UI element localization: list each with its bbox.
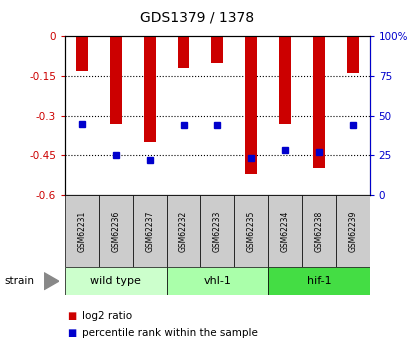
Text: GSM62238: GSM62238 (314, 210, 323, 252)
Bar (234, 195, 268, 267)
Text: wild type: wild type (90, 276, 141, 286)
Bar (133, 195, 167, 267)
Polygon shape (44, 273, 59, 290)
Bar (178, 36, 189, 68)
Bar (167, 195, 200, 267)
Text: GSM62234: GSM62234 (281, 210, 289, 252)
Bar (313, 36, 325, 168)
Text: GSM62239: GSM62239 (348, 210, 357, 252)
Bar (347, 36, 359, 73)
Bar (302, 195, 336, 267)
Bar (99, 195, 133, 267)
Text: log2 ratio: log2 ratio (82, 311, 132, 321)
Bar (336, 195, 370, 267)
Bar (167, 267, 268, 295)
Bar (65, 195, 99, 267)
Bar (211, 36, 223, 63)
Bar (268, 195, 302, 267)
Bar (65, 267, 167, 295)
Text: hif-1: hif-1 (307, 276, 331, 286)
Bar (76, 36, 88, 71)
Text: GSM62237: GSM62237 (145, 210, 154, 252)
Text: GDS1379 / 1378: GDS1379 / 1378 (140, 10, 255, 24)
Text: ■: ■ (67, 311, 76, 321)
Text: GSM62233: GSM62233 (213, 210, 222, 252)
Text: vhl-1: vhl-1 (203, 276, 231, 286)
Text: GSM62236: GSM62236 (111, 210, 121, 252)
Text: GSM62232: GSM62232 (179, 210, 188, 252)
Text: GSM62235: GSM62235 (247, 210, 256, 252)
Bar (110, 36, 122, 124)
Bar (200, 195, 234, 267)
Text: GSM62231: GSM62231 (78, 210, 87, 252)
Text: percentile rank within the sample: percentile rank within the sample (82, 328, 258, 338)
Bar (144, 36, 155, 142)
Bar (245, 36, 257, 174)
Bar (279, 36, 291, 124)
Text: ■: ■ (67, 328, 76, 338)
Text: strain: strain (4, 276, 34, 286)
Bar (268, 267, 370, 295)
